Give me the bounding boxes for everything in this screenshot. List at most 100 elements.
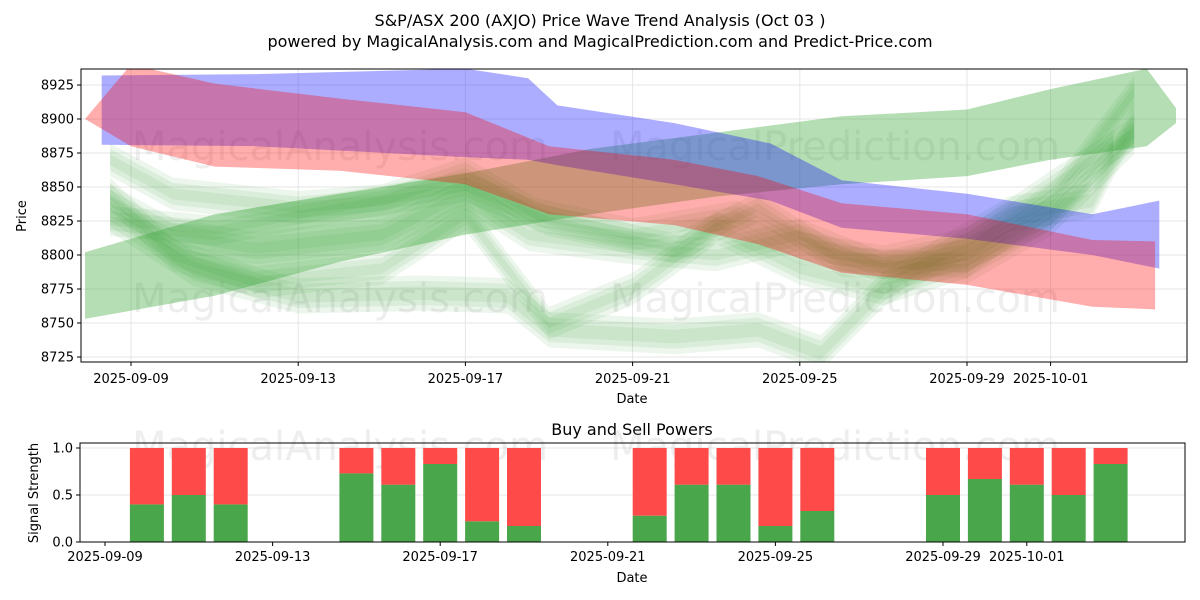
price-y-tick-label: 8750 bbox=[41, 317, 74, 332]
faint-wave-band bbox=[110, 140, 1114, 285]
buy-bar bbox=[129, 504, 164, 542]
price-y-tick-label: 8850 bbox=[41, 181, 74, 196]
sell-bar bbox=[1009, 448, 1044, 485]
price-y-tick-label: 8800 bbox=[41, 249, 74, 264]
buy-sell-title: Buy and Sell Powers bbox=[551, 420, 713, 439]
price-y-tick-label: 8875 bbox=[41, 147, 74, 162]
buy-sell-axes-frame bbox=[79, 442, 1186, 543]
faint-wave-band bbox=[110, 121, 1135, 273]
sell-bar bbox=[171, 448, 206, 495]
buy-sell-x-label: Date bbox=[616, 571, 647, 586]
price-y-tick-label: 8725 bbox=[41, 351, 74, 366]
faint-wave-band bbox=[110, 80, 1135, 334]
buy-bar bbox=[967, 479, 1002, 542]
sell-bar bbox=[213, 448, 248, 505]
buy-bar bbox=[465, 521, 500, 542]
buy-sell-y-tick-label: 0.0 bbox=[52, 536, 73, 551]
buy-bar bbox=[926, 495, 960, 542]
faint-wave-band bbox=[110, 112, 1135, 362]
faint-wave-band bbox=[110, 86, 1135, 340]
sell-bar bbox=[423, 448, 458, 464]
buy-bar bbox=[339, 473, 374, 542]
faint-wave-band bbox=[110, 135, 1114, 280]
faint-wave-band bbox=[110, 106, 1135, 362]
buy-sell-y-label: Signal Strength bbox=[27, 443, 42, 543]
sell-bar bbox=[129, 448, 164, 505]
buy-bar bbox=[381, 484, 416, 542]
buy-bar bbox=[758, 526, 793, 542]
buy-bar bbox=[800, 510, 835, 542]
buy-sell-y-tick-label: 0.5 bbox=[52, 489, 73, 504]
buy-bar bbox=[1009, 484, 1044, 542]
buy-sell-y-tick-label: 1.0 bbox=[52, 442, 73, 457]
green-band-main bbox=[85, 69, 1176, 319]
price-y-tick-label: 8900 bbox=[41, 113, 74, 128]
watermark-bottom-left: MagicalAnalysis.com bbox=[132, 276, 548, 322]
sell-bar bbox=[967, 448, 1002, 480]
price-y-tick-label: 8825 bbox=[41, 215, 74, 230]
trend-bands bbox=[85, 69, 1176, 319]
price-axes-frame bbox=[80, 68, 1188, 363]
price-x-tick-label: 2025-09-17 bbox=[428, 372, 504, 387]
sell-bar bbox=[674, 448, 709, 485]
blue-band bbox=[101, 69, 1160, 269]
sell-bar bbox=[381, 448, 416, 485]
watermark-bottom-right: MagicalPrediction.com bbox=[610, 276, 1060, 322]
price-x-tick-label: 2025-09-09 bbox=[93, 372, 169, 387]
price-y-tick-label: 8775 bbox=[41, 283, 74, 298]
sell-bar bbox=[800, 448, 835, 511]
faint-wave-band bbox=[110, 129, 1114, 274]
buy-sell-x-tick-label: 2025-09-17 bbox=[402, 550, 478, 565]
watermark-top-left: MagicalAnalysis.com bbox=[132, 124, 548, 170]
buy-bar bbox=[1093, 463, 1128, 542]
faint-wave-band bbox=[110, 124, 1135, 273]
faint-wave-band bbox=[110, 101, 1135, 360]
sell-bar bbox=[632, 448, 667, 516]
buy-bar bbox=[423, 463, 458, 542]
buy-sell-bars bbox=[129, 448, 1128, 542]
buy-sell-x-tick-label: 2025-09-25 bbox=[738, 550, 814, 565]
faint-wave-band bbox=[110, 129, 1135, 279]
price-x-tick-label: 2025-09-29 bbox=[929, 372, 1005, 387]
price-x-tick-label: 2025-09-25 bbox=[762, 372, 838, 387]
buy-sell-x-tick-label: 2025-09-29 bbox=[905, 550, 981, 565]
buy-bar bbox=[171, 495, 206, 542]
price-x-tick-label: 2025-09-21 bbox=[595, 372, 671, 387]
buy-bar bbox=[507, 526, 541, 542]
sell-bar bbox=[758, 448, 793, 527]
buy-sell-x-tick-label: 2025-09-21 bbox=[570, 550, 646, 565]
sell-bar bbox=[507, 448, 541, 527]
faint-wave-bands bbox=[110, 75, 1135, 362]
sell-bar bbox=[339, 448, 374, 474]
price-y-ticks: 8725 8750 8775 8800 8825 8850 8875 8900 8925 bbox=[41, 79, 81, 366]
buy-sell-y-ticks: 0.0 0.5 1.0 bbox=[52, 442, 80, 551]
sell-bar bbox=[926, 448, 960, 495]
sell-bar bbox=[716, 448, 751, 485]
faint-wave-band bbox=[110, 127, 1135, 279]
faint-wave-band bbox=[110, 75, 1135, 329]
sell-bar bbox=[1051, 448, 1086, 495]
red-band bbox=[85, 69, 1156, 310]
buy-sell-x-tick-label: 2025-09-13 bbox=[235, 550, 311, 565]
buy-bar bbox=[1051, 495, 1086, 542]
price-y-tick-label: 8925 bbox=[41, 79, 74, 94]
watermark-top-right: MagicalPrediction.com bbox=[610, 124, 1060, 170]
buy-sell-x-tick-label: 2025-09-09 bbox=[67, 550, 143, 565]
buy-sell-plot: Buy and Sell Powers MagicalAnalysis.com … bbox=[27, 420, 1186, 586]
price-watermarks: MagicalAnalysis.com MagicalPrediction.co… bbox=[132, 124, 1060, 322]
sell-bar bbox=[465, 448, 500, 522]
chart-title: S&P/ASX 200 (AXJO) Price Wave Trend Anal… bbox=[375, 11, 826, 30]
faint-wave-band bbox=[110, 116, 1135, 268]
chart-subtitle: powered by MagicalAnalysis.com and Magic… bbox=[267, 32, 932, 51]
sell-bar bbox=[1093, 448, 1128, 464]
price-x-label: Date bbox=[616, 392, 647, 407]
price-plot: MagicalAnalysis.com MagicalPrediction.co… bbox=[15, 68, 1188, 407]
price-y-label: Price bbox=[15, 200, 30, 232]
buy-sell-x-tick-label: 2025-10-01 bbox=[989, 550, 1065, 565]
buy-bar bbox=[674, 484, 709, 542]
buy-sell-x-ticks: 2025-09-09 2025-09-13 2025-09-17 2025-09-21… bbox=[67, 542, 1065, 565]
price-x-tick-label: 2025-09-13 bbox=[260, 372, 336, 387]
buy-bar bbox=[632, 515, 667, 542]
